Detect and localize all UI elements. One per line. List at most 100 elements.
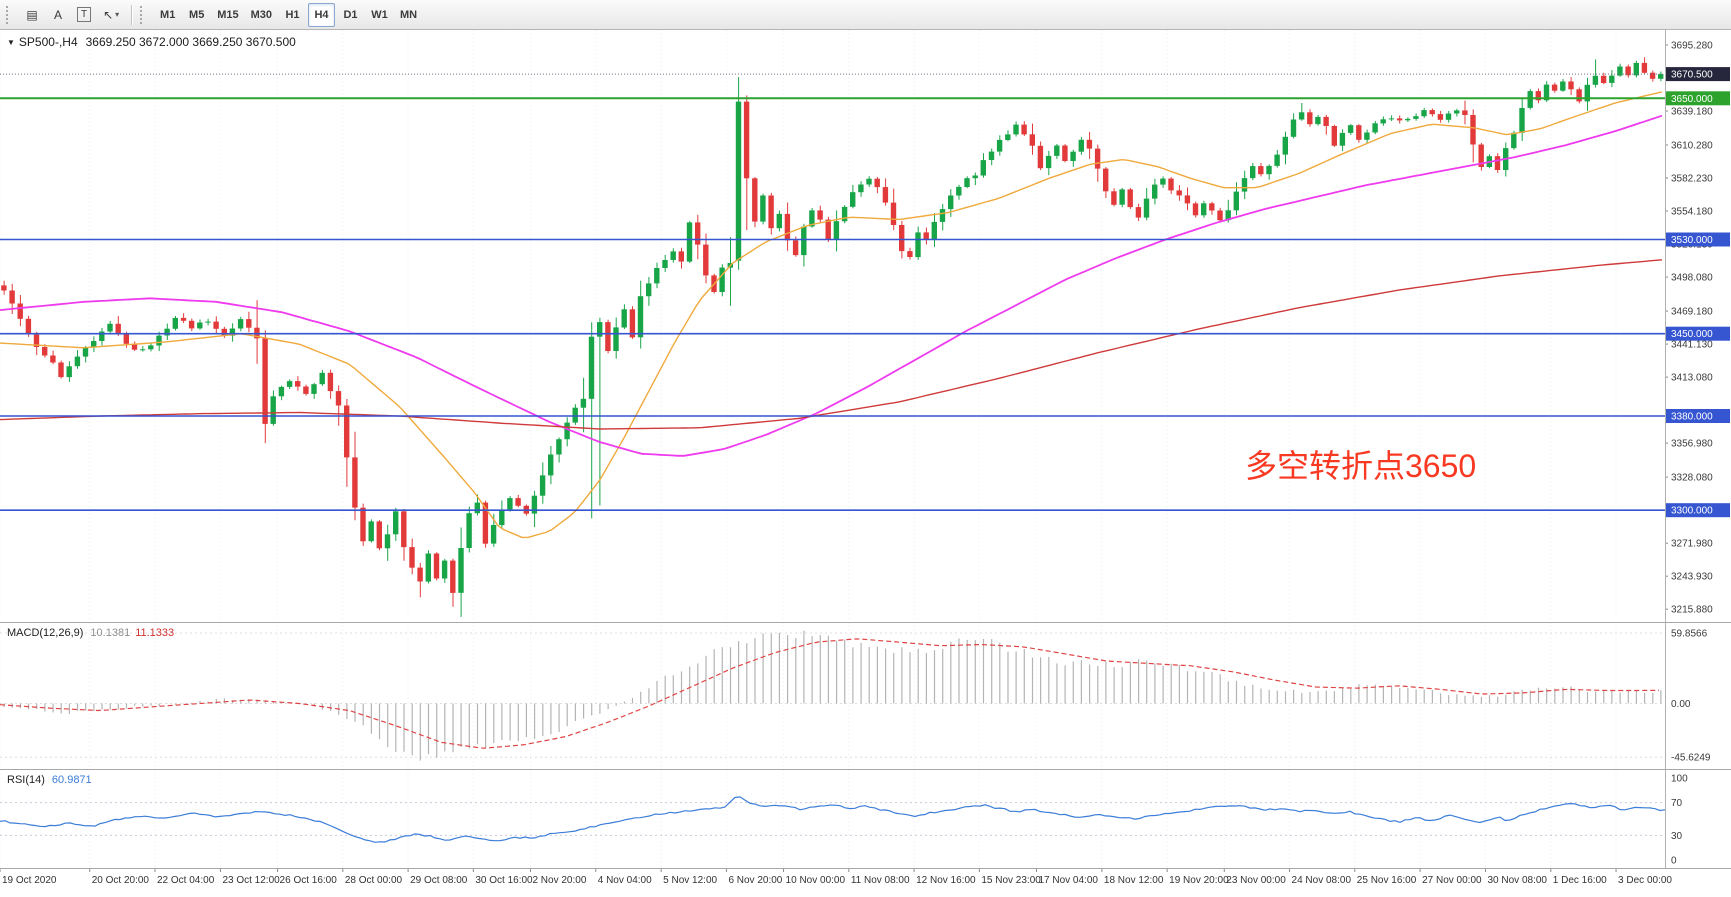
candle-body <box>319 372 325 385</box>
candle-body <box>1625 66 1631 76</box>
candle-body <box>107 323 113 332</box>
macd-label: MACD(12,26,9) 10.1381 11.1333 <box>7 627 174 639</box>
timeframe-m1-button[interactable]: M1 <box>154 3 181 27</box>
candle-body <box>1543 84 1550 101</box>
price-tick-label: 3469.180 <box>1671 307 1713 318</box>
timeframe-m30-button[interactable]: M30 <box>246 3 277 27</box>
candle-body <box>1396 118 1403 121</box>
text-tool-button[interactable]: T <box>72 3 96 27</box>
rsi-line <box>0 796 1666 843</box>
time-axis-label: 10 Nov 00:00 <box>786 875 846 886</box>
time-axis-label: 15 Nov 23:00 <box>981 875 1041 886</box>
candle-body <box>1258 166 1264 175</box>
candle-body <box>1315 116 1321 125</box>
candle-body <box>295 381 301 387</box>
timeframe-drag-handle[interactable] <box>140 5 148 24</box>
toolbar-drag-handle[interactable] <box>6 5 14 24</box>
candle-body <box>719 267 725 292</box>
price-tag-label: 3300.000 <box>1671 506 1713 517</box>
candle-body <box>197 322 203 329</box>
candle-body <box>988 151 995 160</box>
candle-body <box>164 328 170 336</box>
candle-body <box>882 187 889 203</box>
candle-body <box>237 319 244 329</box>
candle-body <box>1454 110 1460 114</box>
candle-body <box>1013 124 1019 135</box>
time-scale[interactable] <box>0 868 1731 897</box>
candle-body <box>1323 116 1329 126</box>
charts-grid-button[interactable]: ▤ <box>20 3 44 27</box>
candle-body <box>1078 139 1084 152</box>
price-tick-label: 3441.130 <box>1671 340 1713 351</box>
time-axis-label: 28 Oct 00:00 <box>345 875 403 886</box>
candle-body <box>213 321 219 329</box>
candle-body <box>670 251 676 260</box>
ma-slow-red <box>0 259 1663 430</box>
price-tag-label: 3650.000 <box>1671 94 1713 105</box>
candle-body <box>1086 139 1093 149</box>
candle-body <box>286 381 293 387</box>
time-axis-label: 22 Oct 04:00 <box>157 875 215 886</box>
candle-body <box>50 355 56 363</box>
time-axis-label: 18 Nov 12:00 <box>1104 875 1164 886</box>
chart-area[interactable] <box>0 30 1665 622</box>
symbol-title: SP500-,H4 <box>18 35 78 49</box>
candle-body <box>1192 203 1199 216</box>
candle-body <box>123 334 129 344</box>
timeframe-h4-button[interactable]: H4 <box>308 2 335 27</box>
candle-body <box>311 384 317 394</box>
candle-body <box>948 195 954 210</box>
candle-body <box>172 317 178 329</box>
candle-body <box>1054 145 1060 156</box>
chart-annotation[interactable]: 多空转折点3650 <box>1245 448 1477 484</box>
candle-body <box>531 495 538 514</box>
candle-body <box>1437 114 1444 120</box>
candle-body <box>474 502 480 514</box>
candle-body <box>344 405 350 458</box>
candle-body <box>1029 134 1035 146</box>
candle-body <box>1143 198 1150 218</box>
candle-body <box>1413 116 1419 119</box>
timeframe-d1-button[interactable]: D1 <box>337 3 364 27</box>
time-axis-label: 24 Nov 08:00 <box>1292 875 1352 886</box>
rsi-name: RSI(14) <box>7 774 45 786</box>
time-axis-label: 23 Nov 00:00 <box>1226 875 1286 886</box>
candle-body <box>1551 84 1558 91</box>
candle-body <box>360 507 366 542</box>
timeframe-h1-button[interactable]: H1 <box>279 3 306 27</box>
timeframe-w1-button[interactable]: W1 <box>366 3 393 27</box>
candle-body <box>270 396 276 424</box>
candle-body <box>433 553 440 579</box>
timeframe-m15-button[interactable]: M15 <box>212 3 243 27</box>
price-scale[interactable] <box>1665 30 1731 868</box>
candle-body <box>858 184 864 193</box>
candle-body <box>1511 132 1517 149</box>
time-axis-label: 27 Nov 00:00 <box>1422 875 1482 886</box>
candle-body <box>1005 134 1011 140</box>
time-axis-label: 1 Dec 16:00 <box>1553 875 1607 886</box>
time-axis-label: 23 Oct 12:00 <box>222 875 280 886</box>
chart-workspace: 3695.280 3639.180 3610.280 3582.230 3554.180… <box>0 30 1731 897</box>
candle-body <box>833 221 840 240</box>
chevron-down-icon: ▾ <box>115 10 120 19</box>
candle-body <box>1633 62 1639 76</box>
candle-body <box>605 322 611 351</box>
candle-body <box>1160 178 1166 185</box>
candle-body <box>25 318 32 335</box>
font-tool-button[interactable]: A <box>46 3 70 27</box>
timeframe-mn-button[interactable]: MN <box>395 3 422 27</box>
macd-signal-line <box>0 638 1659 749</box>
candle-body <box>539 475 546 496</box>
candle-body <box>335 391 342 406</box>
candle-body <box>409 547 415 568</box>
candle-body <box>66 366 72 378</box>
macd-axis-label: 59.8566 <box>1671 628 1708 639</box>
candle-body <box>417 567 423 582</box>
timeframe-m5-button[interactable]: M5 <box>183 3 210 27</box>
candle-body <box>156 335 162 346</box>
candle-body <box>703 244 709 276</box>
candle-body <box>743 101 750 179</box>
candle-body <box>180 317 187 321</box>
cursor-tool-button[interactable]: ↖ ▾ <box>98 3 124 27</box>
candle-body <box>1233 191 1239 211</box>
